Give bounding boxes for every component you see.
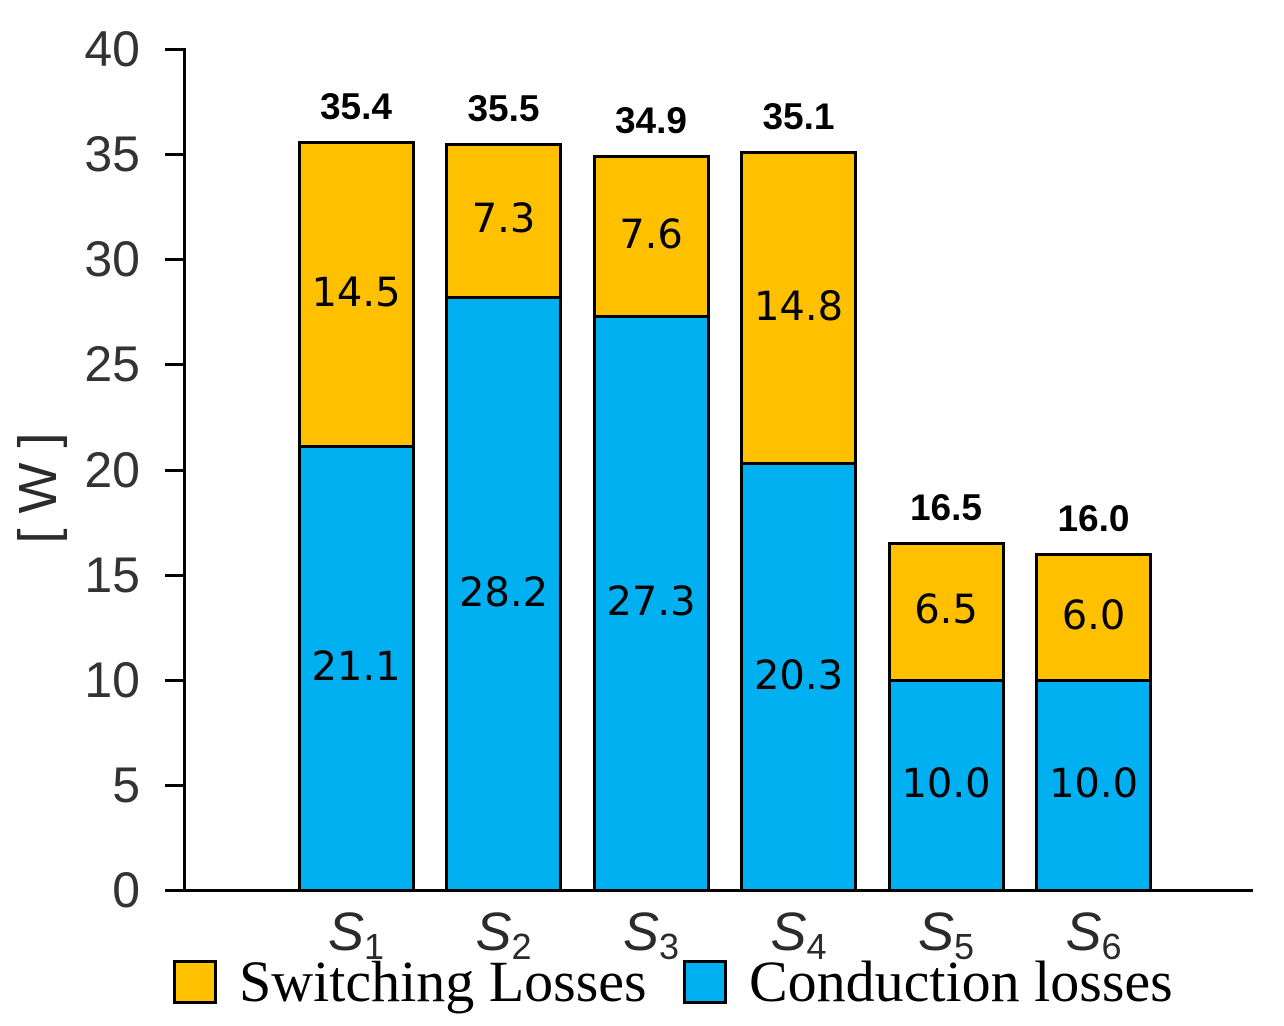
bar-value-label: 14.5 <box>311 269 401 316</box>
legend-swatch-switching <box>173 960 217 1004</box>
bar-total-label: 35.1 <box>762 96 835 138</box>
bar-segment-switching <box>445 142 562 300</box>
y-tick <box>165 573 183 577</box>
x-category-subscript: 2 <box>511 926 532 967</box>
y-tick <box>165 153 183 157</box>
bar-segment-switching <box>740 151 857 466</box>
legend-label-switching: Switching Losses <box>239 949 647 1014</box>
y-tick-label: 25 <box>84 336 140 393</box>
bar-segment-conduction <box>592 315 710 892</box>
y-tick-label: 5 <box>112 756 140 813</box>
bar-value-label: 20.3 <box>753 652 844 699</box>
bar-value-label: 27.3 <box>606 579 696 625</box>
x-category-subscript: 1 <box>364 926 385 967</box>
y-tick <box>165 783 183 787</box>
x-category-label: S2 <box>430 903 577 976</box>
x-category-subscript: 5 <box>954 926 975 967</box>
bar-total-label: 35.4 <box>319 85 392 127</box>
x-category-label: S3 <box>578 903 725 976</box>
y-tick-label: 10 <box>84 651 140 708</box>
x-category-subscript: 3 <box>659 926 680 967</box>
bar-value-label: 7.3 <box>471 196 536 243</box>
y-tick-label: 15 <box>84 546 140 603</box>
bar-value-label: 14.8 <box>753 283 844 330</box>
legend-item-conduction: Conduction losses <box>683 951 1173 1013</box>
bar-total-label: 35.5 <box>467 87 540 129</box>
y-tick <box>165 258 183 262</box>
x-category-subscript: 4 <box>806 926 827 967</box>
bar-total-label: 16.0 <box>1057 497 1130 539</box>
bar-total-label: 16.5 <box>909 487 982 529</box>
x-category-base: S <box>475 902 512 962</box>
bar-segment-conduction <box>887 678 1005 892</box>
x-category-base: S <box>1065 902 1102 962</box>
x-category-label: S1 <box>283 903 430 976</box>
x-axis-line <box>183 889 1253 892</box>
y-tick-label: 30 <box>84 231 140 288</box>
bar-value-label: 6.5 <box>914 587 978 634</box>
bar-value-label: 28.2 <box>458 569 549 616</box>
y-tick-label: 40 <box>84 21 140 77</box>
bar-total-label: 34.9 <box>614 100 687 142</box>
bar-segment-switching <box>887 542 1005 682</box>
x-category-label: S6 <box>1020 903 1167 976</box>
x-category-label: S4 <box>725 903 872 976</box>
y-tick <box>165 48 183 51</box>
legend-swatch-conduction <box>683 960 727 1004</box>
y-tick <box>165 468 183 472</box>
x-category-base: S <box>622 902 659 962</box>
x-category-base: S <box>770 902 807 962</box>
bar-segment-switching <box>297 140 415 449</box>
y-tick <box>165 889 183 892</box>
bar-value-label: 10.0 <box>1048 760 1139 807</box>
bar-value-label: 21.1 <box>311 644 401 691</box>
bar-segment-conduction <box>740 462 857 892</box>
y-tick-label: 35 <box>84 126 140 183</box>
y-axis-line <box>183 48 186 892</box>
x-category-base: S <box>917 902 954 962</box>
bar-segment-switching <box>592 155 710 318</box>
legend-label-conduction: Conduction losses <box>749 949 1173 1014</box>
x-category-subscript: 6 <box>1101 926 1122 967</box>
bar-value-label: 6.0 <box>1061 592 1126 639</box>
y-tick-label: 20 <box>84 441 140 498</box>
bar-value-label: 10.0 <box>901 760 991 807</box>
x-category-base: S <box>327 902 364 962</box>
legend-item-switching: Switching Losses <box>173 951 647 1013</box>
x-category-label: S5 <box>873 903 1020 976</box>
y-tick-label: 0 <box>112 862 140 918</box>
bar-value-label: 7.6 <box>619 212 683 259</box>
y-tick <box>165 678 183 682</box>
y-tick <box>165 363 183 367</box>
bar-segment-conduction <box>445 296 562 892</box>
bar-segment-switching <box>1035 552 1152 682</box>
bar-segment-conduction <box>297 445 415 892</box>
